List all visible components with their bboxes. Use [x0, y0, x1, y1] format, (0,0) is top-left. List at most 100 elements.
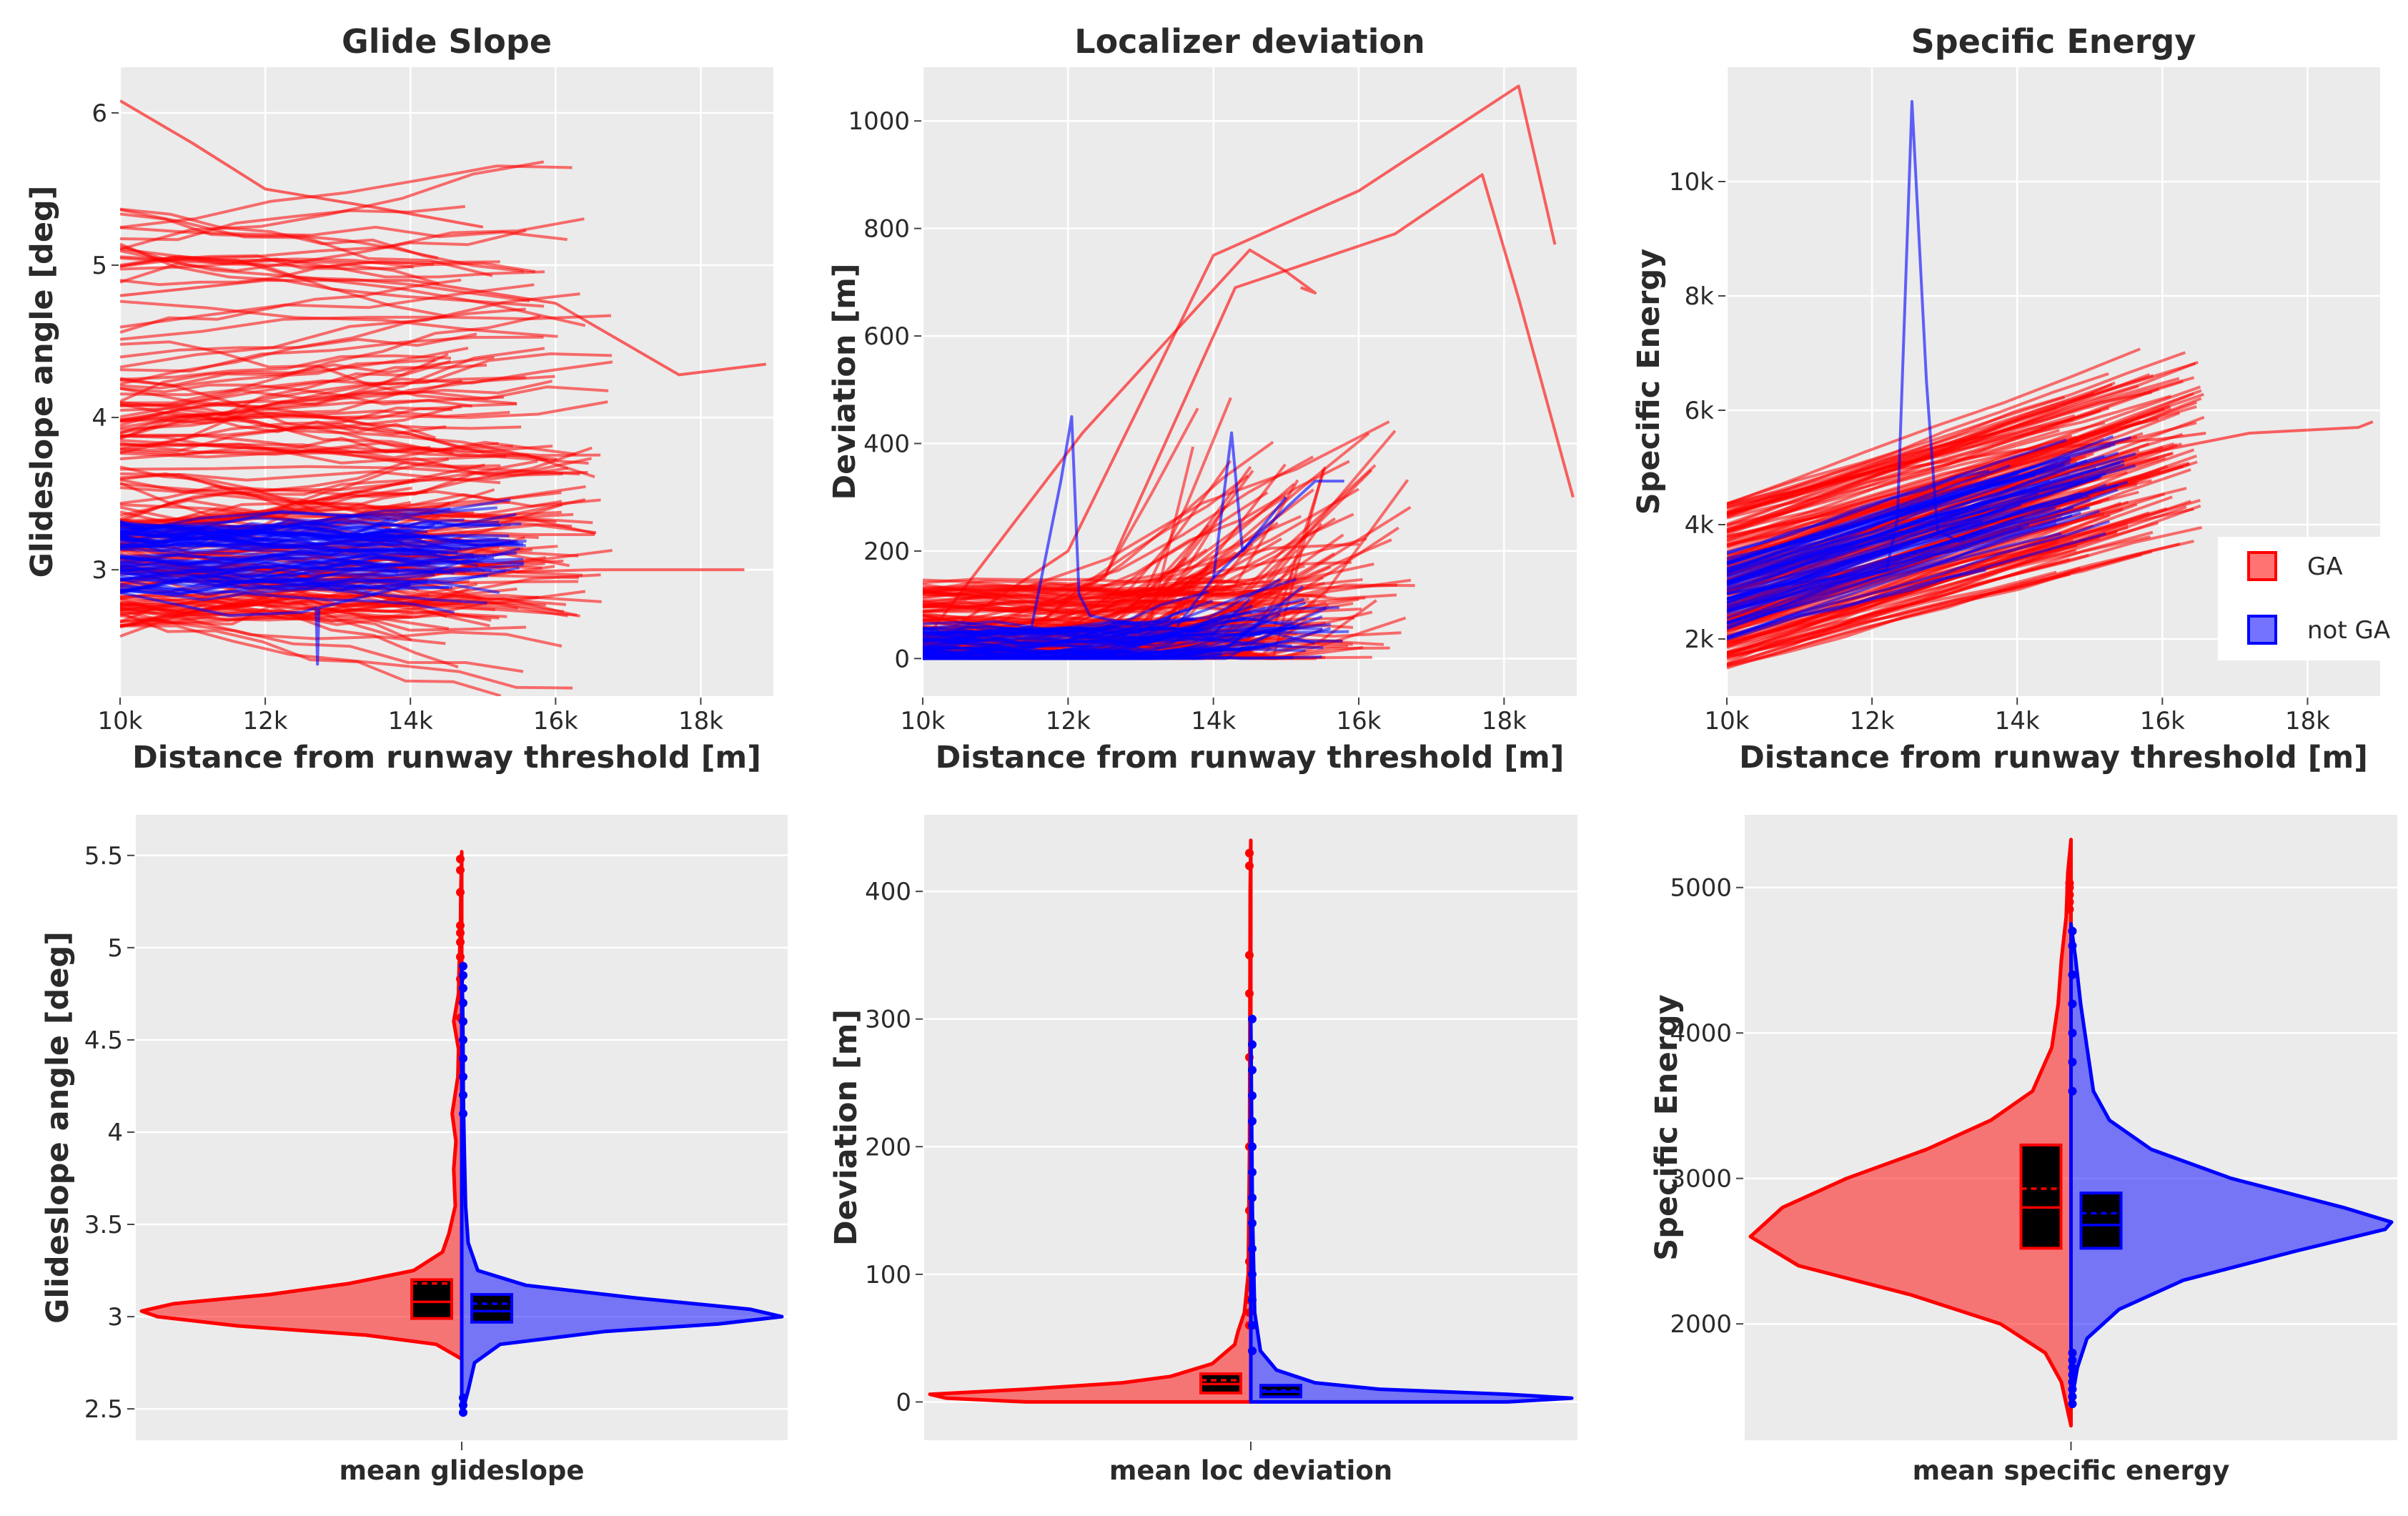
- legend[interactable]: GA not GA: [2218, 537, 2401, 660]
- series-line-ga: [923, 515, 1302, 593]
- series-line-not-ga: [1727, 100, 2091, 595]
- series-line-not-ga: [923, 648, 1166, 660]
- outlier-point-not-ga: [459, 1109, 467, 1119]
- outlier-point-not-ga: [1248, 1168, 1257, 1176]
- outlier-point-ga: [456, 854, 465, 863]
- outlier-point-not-ga: [1248, 1193, 1257, 1202]
- y-tick-label: 300: [865, 1006, 911, 1034]
- series-line-ga: [120, 354, 452, 381]
- y-tick-label: 4k: [1685, 511, 1715, 540]
- series-line-ga: [120, 283, 535, 329]
- outlier-point-ga: [1245, 989, 1254, 998]
- series-line-not-ga: [923, 615, 1323, 660]
- series-line-ga: [923, 248, 1317, 644]
- x-tick-label: 10k: [98, 707, 143, 735]
- outlier-point-ga: [456, 888, 465, 897]
- series-line-ga: [1727, 395, 2066, 505]
- outlier-point-ga: [1245, 861, 1254, 871]
- series-line-not-ga: [1727, 520, 2111, 640]
- outlier-point-not-ga: [1248, 1014, 1257, 1024]
- x-tick-label: 16k: [533, 707, 578, 735]
- legend-label-not-ga[interactable]: not GA: [2307, 616, 2390, 645]
- x-tick-label: 12k: [243, 707, 288, 735]
- series-line-not-ga: [923, 620, 1293, 651]
- series-line-ga: [120, 335, 544, 373]
- series-line-ga: [923, 173, 1575, 655]
- y-axis-label: Specific Energy: [1649, 994, 1685, 1261]
- y-tick-label: 3000: [1670, 1165, 1732, 1194]
- y-tick-label: 4000: [1670, 1019, 1732, 1048]
- series-line-ga: [923, 455, 1314, 595]
- series-line-not-ga: [1727, 532, 2062, 625]
- series-line-ga: [923, 397, 1232, 610]
- series-line-not-ga: [1176, 431, 1287, 628]
- y-tick-label: 6: [91, 99, 107, 128]
- series-line-ga: [1727, 530, 2154, 659]
- series-line-ga: [923, 563, 1374, 597]
- series-line-ga: [1727, 432, 2206, 509]
- outlier-point-not-ga: [459, 1017, 467, 1026]
- y-tick-label: 5: [91, 252, 107, 280]
- chart-title: Glide Slope: [342, 22, 552, 61]
- series-line-ga: [1727, 500, 2129, 648]
- series-line-not-ga: [120, 520, 442, 544]
- violin-not-ga: [1249, 1017, 1574, 1404]
- series-line-ga: [120, 257, 536, 274]
- outlier-point-not-ga: [2068, 1086, 2077, 1096]
- outlier-point-not-ga: [2068, 1384, 2077, 1394]
- x-axis-label: Distance from runway threshold [m]: [936, 740, 1565, 776]
- y-tick-label: 10k: [1669, 168, 1714, 197]
- y-tick-label: 1000: [848, 107, 910, 136]
- x-tick-label: 10k: [1705, 707, 1750, 735]
- series-line-ga: [120, 360, 613, 419]
- outlier-point-not-ga: [2068, 999, 2077, 1009]
- series-line-not-ga: [923, 635, 1149, 654]
- series-line-not-ga: [1727, 528, 1986, 613]
- series-line-not-ga: [120, 563, 380, 595]
- y-tick-label: 4.5: [84, 1026, 123, 1055]
- outlier-point-not-ga: [1248, 1244, 1257, 1254]
- outlier-point-not-ga: [459, 971, 467, 980]
- x-tick-label: 14k: [1995, 707, 2040, 735]
- series-line-ga: [120, 478, 415, 521]
- outlier-point-ga: [456, 952, 465, 961]
- y-tick-label: 200: [863, 537, 910, 566]
- series-line-ga: [1727, 570, 2057, 654]
- y-tick-label: 800: [863, 215, 910, 244]
- outlier-point-not-ga: [2068, 1363, 2077, 1372]
- outlier-point-not-ga: [1248, 1142, 1257, 1151]
- series-line-not-ga: [120, 589, 455, 614]
- series-group: [1727, 100, 2374, 670]
- y-tick-label: 4: [91, 404, 107, 432]
- series-line-ga: [120, 360, 451, 440]
- outlier-point-not-ga: [459, 984, 467, 993]
- y-tick-label: 3: [107, 1303, 123, 1332]
- outlier-point-not-ga: [459, 1408, 467, 1417]
- series-line-ga: [120, 385, 609, 407]
- y-tick-label: 3.5: [84, 1211, 123, 1239]
- y-tick-label: 5: [107, 934, 123, 963]
- x-category-label: mean loc deviation: [1109, 1455, 1392, 1486]
- x-tick-label: 12k: [1850, 707, 1895, 735]
- x-category-label: mean glideslope: [340, 1455, 585, 1486]
- outlier-point-not-ga: [2068, 941, 2077, 951]
- x-tick-label: 16k: [2140, 707, 2185, 735]
- legend-label-ga[interactable]: GA: [2307, 553, 2343, 581]
- outlier-point-not-ga: [1248, 1295, 1257, 1304]
- outlier-point-ga: [1245, 951, 1254, 960]
- x-tick-label: 16k: [1337, 707, 1382, 735]
- series-line-ga: [120, 395, 505, 430]
- y-tick-label: 100: [865, 1261, 911, 1289]
- outlier-point-not-ga: [1248, 1066, 1257, 1075]
- y-tick-label: 2.5: [84, 1395, 123, 1424]
- x-axis-label: Distance from runway threshold [m]: [132, 740, 761, 776]
- outlier-point-not-ga: [1248, 1321, 1257, 1330]
- series-line-ga: [1727, 420, 2374, 537]
- series-line-ga: [1727, 437, 2104, 539]
- y-axis-label: Glideslope angle [deg]: [24, 186, 60, 578]
- series-line-not-ga: [120, 577, 487, 605]
- series-line-ga: [120, 376, 526, 397]
- y-axis-label: Specific Energy: [1631, 249, 1667, 515]
- chart-title: Localizer deviation: [1074, 22, 1425, 61]
- outlier-point-not-ga: [459, 999, 467, 1008]
